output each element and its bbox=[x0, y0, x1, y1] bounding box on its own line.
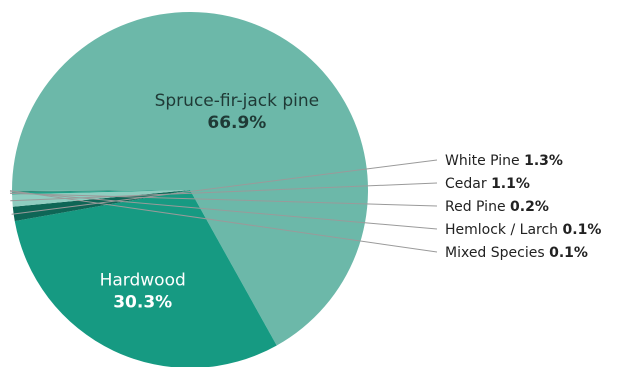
slice-labels: Spruce-fir-jack pine 66.9% Hardwood 30.3% Wh… bbox=[100, 91, 602, 313]
callout-name: White Pine bbox=[445, 153, 524, 169]
pie-slice-mixed-species bbox=[12, 190, 190, 192]
slice-label-hardwood: Hardwood 30.3% bbox=[100, 271, 186, 313]
pie-slice-red-pine bbox=[12, 190, 191, 195]
callout-label-cedar: Cedar 1.1% bbox=[445, 176, 530, 192]
pie-slice-cedar bbox=[12, 190, 191, 207]
callout-value: 0.1% bbox=[549, 245, 588, 261]
slice-label-spruce-fir-jack-pine: Spruce-fir-jack pine 66.9% bbox=[155, 91, 320, 133]
callout-label-mixed-species: Mixed Species 0.1% bbox=[445, 245, 588, 261]
leader-line-red-pine bbox=[10, 192, 438, 207]
callout-value: 0.2% bbox=[510, 199, 549, 215]
slice-name: Spruce-fir-jack pine bbox=[155, 91, 320, 111]
leader-line-mixed-species bbox=[9, 190, 438, 253]
callout-value: 1.1% bbox=[491, 176, 530, 192]
slice-name: Hardwood bbox=[100, 271, 186, 291]
callout-label-hemlock-larch: Hemlock / Larch 0.1% bbox=[445, 222, 601, 238]
leader-line-hemlock-larch bbox=[9, 191, 438, 230]
leader-lines bbox=[9, 159, 438, 253]
slice-value: 66.9% bbox=[207, 113, 266, 133]
pie-slice-hemlock-larch bbox=[12, 190, 191, 193]
callout-label-red-pine: Red Pine 0.2% bbox=[445, 199, 549, 215]
callout-name: Hemlock / Larch bbox=[445, 222, 563, 238]
pie-slices bbox=[12, 11, 368, 367]
callout-name: Cedar bbox=[445, 176, 491, 192]
callout-name: Red Pine bbox=[445, 199, 510, 215]
slice-value: 30.3% bbox=[113, 293, 172, 313]
callout-name: Mixed Species bbox=[445, 245, 549, 261]
pie-slice-hardwood bbox=[14, 190, 277, 367]
callout-label-white-pine: White Pine 1.3% bbox=[445, 153, 563, 169]
leader-line-white-pine bbox=[11, 159, 438, 215]
callout-value: 1.3% bbox=[524, 153, 563, 169]
pie-slice-spruce-fir-jack-pine bbox=[12, 11, 368, 346]
callout-value: 0.1% bbox=[563, 222, 602, 238]
